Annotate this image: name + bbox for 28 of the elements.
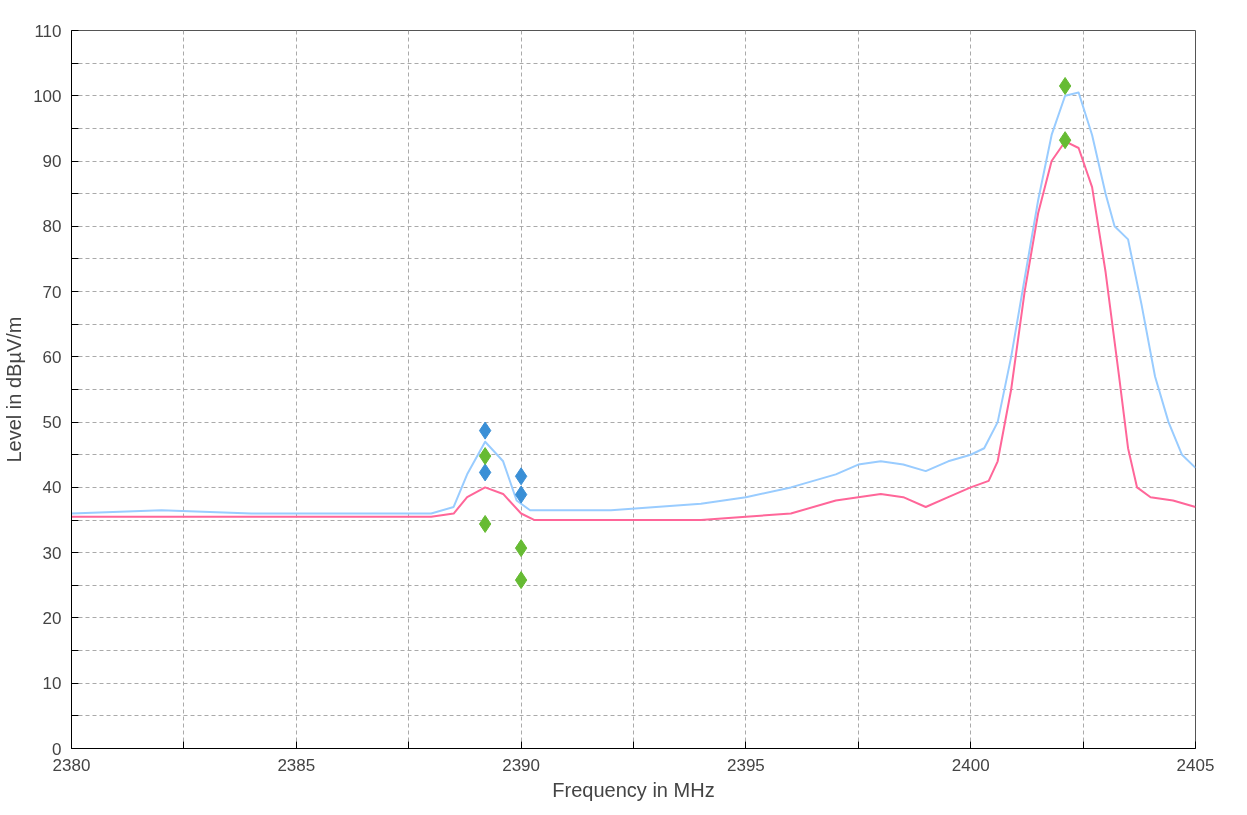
point	[514, 571, 528, 590]
y-tick-label: 20	[42, 608, 62, 628]
x-tick-label: 2385	[277, 755, 316, 775]
point	[514, 467, 528, 486]
point	[1058, 76, 1072, 95]
x-axis-title: Frequency in MHz	[552, 778, 715, 801]
y-tick-label: 110	[34, 21, 62, 41]
point	[478, 421, 492, 440]
y-tick-label: 90	[42, 152, 62, 172]
y-tick-label: 40	[42, 478, 62, 498]
point	[478, 463, 492, 482]
x-tick-label: 2405	[1176, 755, 1215, 775]
y-tick-label: 80	[42, 217, 62, 237]
y-axis-title: Level in dBµV/m	[3, 316, 26, 463]
y-tick-label: 60	[42, 347, 62, 367]
y-tick-label: 70	[42, 282, 62, 302]
x-tick-label: 2400	[951, 755, 990, 775]
y-tick-label: 30	[42, 543, 62, 563]
y-tick-label: 50	[42, 413, 62, 433]
y-tick-label: 10	[42, 674, 62, 694]
x-tick-label: 2390	[502, 755, 541, 775]
point	[478, 447, 492, 466]
point	[514, 539, 528, 558]
point	[478, 514, 492, 533]
point	[514, 485, 528, 504]
x-tick-label: 2395	[726, 755, 765, 775]
y-tick-label: 100	[33, 86, 62, 106]
point	[1058, 131, 1072, 150]
